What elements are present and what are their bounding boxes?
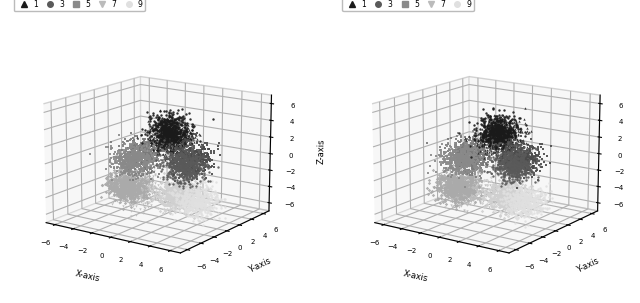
Y-axis label: Y-axis: Y-axis: [575, 256, 601, 275]
X-axis label: X-axis: X-axis: [74, 269, 100, 283]
X-axis label: X-axis: X-axis: [403, 269, 429, 283]
Legend: 0, 1, 2, 3, 4, 5, 6, 7, 8, 9: 0, 1, 2, 3, 4, 5, 6, 7, 8, 9: [342, 0, 474, 11]
Legend: 0, 1, 2, 3, 4, 5, 6, 7, 8, 9: 0, 1, 2, 3, 4, 5, 6, 7, 8, 9: [13, 0, 145, 11]
Y-axis label: Y-axis: Y-axis: [247, 256, 272, 275]
